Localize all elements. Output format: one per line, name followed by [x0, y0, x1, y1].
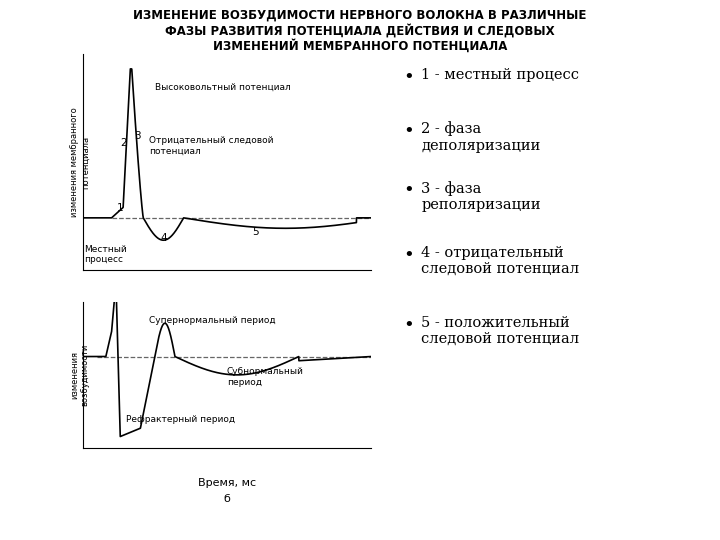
Text: б: б	[223, 494, 230, 504]
Text: 1: 1	[117, 202, 124, 213]
Text: 5: 5	[252, 227, 259, 237]
Text: 4: 4	[160, 233, 167, 243]
Text: •: •	[403, 316, 414, 334]
Text: ИЗМЕНЕНИЕ ВОЗБУДИМОСТИ НЕРВНОГО ВОЛОКНА В РАЗЛИЧНЫЕ
ФАЗЫ РАЗВИТИЯ ПОТЕНЦИАЛА ДЕЙ: ИЗМЕНЕНИЕ ВОЗБУДИМОСТИ НЕРВНОГО ВОЛОКНА …	[133, 8, 587, 53]
Text: Супернормальный период: Супернормальный период	[149, 316, 276, 325]
Text: Рефрактерный период: Рефрактерный период	[126, 415, 235, 424]
Text: 2 - фаза
деполяризации: 2 - фаза деполяризации	[421, 122, 541, 153]
Text: •: •	[403, 122, 414, 139]
Text: •: •	[403, 68, 414, 85]
Text: 3 - фаза
реполяризации: 3 - фаза реполяризации	[421, 181, 541, 212]
Text: Высоковольтный потенциал: Высоковольтный потенциал	[155, 82, 291, 91]
Text: 1 - местный процесс: 1 - местный процесс	[421, 68, 579, 82]
Y-axis label: изменения
возбудимости: изменения возбудимости	[71, 344, 90, 407]
Text: Субнормальный
период: Субнормальный период	[227, 367, 304, 387]
Text: Отрицательный следовой
потенциал: Отрицательный следовой потенциал	[149, 136, 274, 156]
Text: 3: 3	[134, 131, 140, 141]
Text: Местный
процесс: Местный процесс	[84, 245, 127, 264]
Text: 2: 2	[120, 138, 127, 149]
Text: •: •	[403, 181, 414, 199]
Text: 4 - отрицательный
следовой потенциал: 4 - отрицательный следовой потенциал	[421, 246, 580, 276]
Text: 5 - положительный
следовой потенциал: 5 - положительный следовой потенциал	[421, 316, 580, 346]
Text: Время, мс: Время, мс	[198, 478, 256, 488]
Text: •: •	[403, 246, 414, 264]
Y-axis label: изменения мембранного
потенциала: изменения мембранного потенциала	[71, 107, 90, 217]
